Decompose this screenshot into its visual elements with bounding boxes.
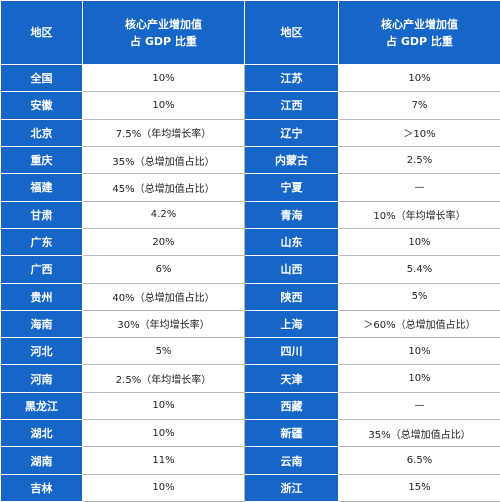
value-cell-left: 10% xyxy=(82,91,245,120)
region-cell-left: 黑龙江 xyxy=(0,391,83,421)
region-cell-right: 新疆 xyxy=(244,419,339,448)
region-cell-left: 全国 xyxy=(0,63,83,93)
region-cell-right: 辽宁 xyxy=(244,118,339,147)
value-cell-left: 7.5%（年均增长率） xyxy=(82,118,245,147)
value-cell-left: 40%（总增加值占比） xyxy=(82,282,245,311)
header-value-line1: 核心产业增加值 xyxy=(381,17,458,31)
region-cell-left: 广西 xyxy=(0,255,83,284)
value-cell-right: 35%（总增加值占比） xyxy=(338,419,500,448)
value-cell-right: 10%（年均增长率） xyxy=(338,200,500,229)
table-row: 河南 2.5%（年均增长率） 天津 10% xyxy=(0,364,500,393)
table-row: 甘肃 4.2% 青海 10%（年均增长率） xyxy=(0,200,500,229)
value-cell-right: 10% xyxy=(338,337,500,366)
region-cell-left: 湖北 xyxy=(0,419,83,448)
value-cell-left: 10% xyxy=(82,391,245,421)
table-row: 北京 7.5%（年均增长率） 辽宁 ＞10% xyxy=(0,118,500,147)
value-cell-left: 35%（总增加值占比） xyxy=(82,145,245,175)
region-cell-left: 甘肃 xyxy=(0,200,83,229)
table-row: 湖北 10% 新疆 35%（总增加值占比） xyxy=(0,419,500,448)
value-cell-left: 30%（年均增长率） xyxy=(82,309,245,339)
region-cell-left: 吉林 xyxy=(0,473,83,502)
region-cell-right: 青海 xyxy=(244,200,339,229)
value-cell-left: 5% xyxy=(82,337,245,366)
value-cell-left: 10% xyxy=(82,419,245,448)
region-cell-right: 宁夏 xyxy=(244,173,339,202)
region-cell-right: 江西 xyxy=(244,91,339,120)
region-cell-right: 山东 xyxy=(244,227,339,257)
region-cell-right: 陕西 xyxy=(244,282,339,311)
region-cell-left: 安徽 xyxy=(0,91,83,120)
header-value-line1: 核心产业增加值 xyxy=(125,17,202,31)
value-cell-right: ＞60%（总增加值占比） xyxy=(338,309,500,339)
value-cell-left: 6% xyxy=(82,255,245,284)
region-cell-left: 湖南 xyxy=(0,446,83,475)
value-cell-left: 2.5%（年均增长率） xyxy=(82,364,245,393)
region-cell-right: 内蒙古 xyxy=(244,145,339,175)
value-cell-left: 10% xyxy=(82,63,245,93)
table-row: 福建 45%（总增加值占比） 宁夏 — xyxy=(0,173,500,202)
region-cell-left: 北京 xyxy=(0,118,83,147)
value-cell-right: 15% xyxy=(338,473,500,502)
value-cell-right: 7% xyxy=(338,91,500,120)
header-region-right: 地区 xyxy=(244,0,339,65)
region-cell-left: 海南 xyxy=(0,309,83,339)
region-cell-left: 河南 xyxy=(0,364,83,393)
header-value-line2: 占 GDP 比重 xyxy=(386,34,453,48)
value-cell-right: 2.5% xyxy=(338,145,500,175)
value-cell-right: — xyxy=(338,391,500,421)
region-cell-left: 福建 xyxy=(0,173,83,202)
value-cell-left: 10% xyxy=(82,473,245,502)
value-cell-left: 20% xyxy=(82,227,245,257)
table-row: 广东 20% 山东 10% xyxy=(0,227,500,257)
table-row: 安徽 10% 江西 7% xyxy=(0,91,500,120)
table-body: 全国 10% 江苏 10% 安徽 10% 江西 7% 北京 7.5%（年均增长率） 辽宁 ＞10% 重庆… xyxy=(0,63,500,502)
header-region-left: 地区 xyxy=(0,0,83,65)
table-row: 湖南 11% 云南 6.5% xyxy=(0,446,500,475)
region-cell-right: 天津 xyxy=(244,364,339,393)
table-row: 全国 10% 江苏 10% xyxy=(0,63,500,93)
value-cell-left: 45%（总增加值占比） xyxy=(82,173,245,202)
header-value-right: 核心产业增加值 占 GDP 比重 xyxy=(338,0,500,65)
table-row: 吉林 10% 浙江 15% xyxy=(0,473,500,502)
table-row: 海南 30%（年均增长率） 上海 ＞60%（总增加值占比） xyxy=(0,309,500,339)
table-row: 广西 6% 山西 5.4% xyxy=(0,255,500,284)
value-cell-right: 10% xyxy=(338,227,500,257)
value-cell-right: 10% xyxy=(338,364,500,393)
table-row: 贵州 40%（总增加值占比） 陕西 5% xyxy=(0,282,500,311)
value-cell-right: 5% xyxy=(338,282,500,311)
region-cell-left: 河北 xyxy=(0,337,83,366)
region-cell-left: 广东 xyxy=(0,227,83,257)
region-cell-right: 上海 xyxy=(244,309,339,339)
value-cell-right: ＞10% xyxy=(338,118,500,147)
region-cell-right: 四川 xyxy=(244,337,339,366)
region-cell-right: 云南 xyxy=(244,446,339,475)
header-value-line2: 占 GDP 比重 xyxy=(130,34,197,48)
header-value-left: 核心产业增加值 占 GDP 比重 xyxy=(82,0,245,65)
table-row: 河北 5% 四川 10% xyxy=(0,337,500,366)
value-cell-right: 10% xyxy=(338,63,500,93)
region-cell-left: 重庆 xyxy=(0,145,83,175)
value-cell-right: — xyxy=(338,173,500,202)
header-row: 地区 核心产业增加值 占 GDP 比重 地区 核心产业增加值 占 GDP 比重 xyxy=(0,0,500,65)
region-cell-left: 贵州 xyxy=(0,282,83,311)
region-cell-right: 江苏 xyxy=(244,63,339,93)
table-row: 黑龙江 10% 西藏 — xyxy=(0,391,500,421)
region-cell-right: 西藏 xyxy=(244,391,339,421)
value-cell-left: 4.2% xyxy=(82,200,245,229)
value-cell-right: 5.4% xyxy=(338,255,500,284)
region-cell-right: 浙江 xyxy=(244,473,339,502)
value-cell-right: 6.5% xyxy=(338,446,500,475)
value-cell-left: 11% xyxy=(82,446,245,475)
region-cell-right: 山西 xyxy=(244,255,339,284)
table-row: 重庆 35%（总增加值占比） 内蒙古 2.5% xyxy=(0,145,500,175)
